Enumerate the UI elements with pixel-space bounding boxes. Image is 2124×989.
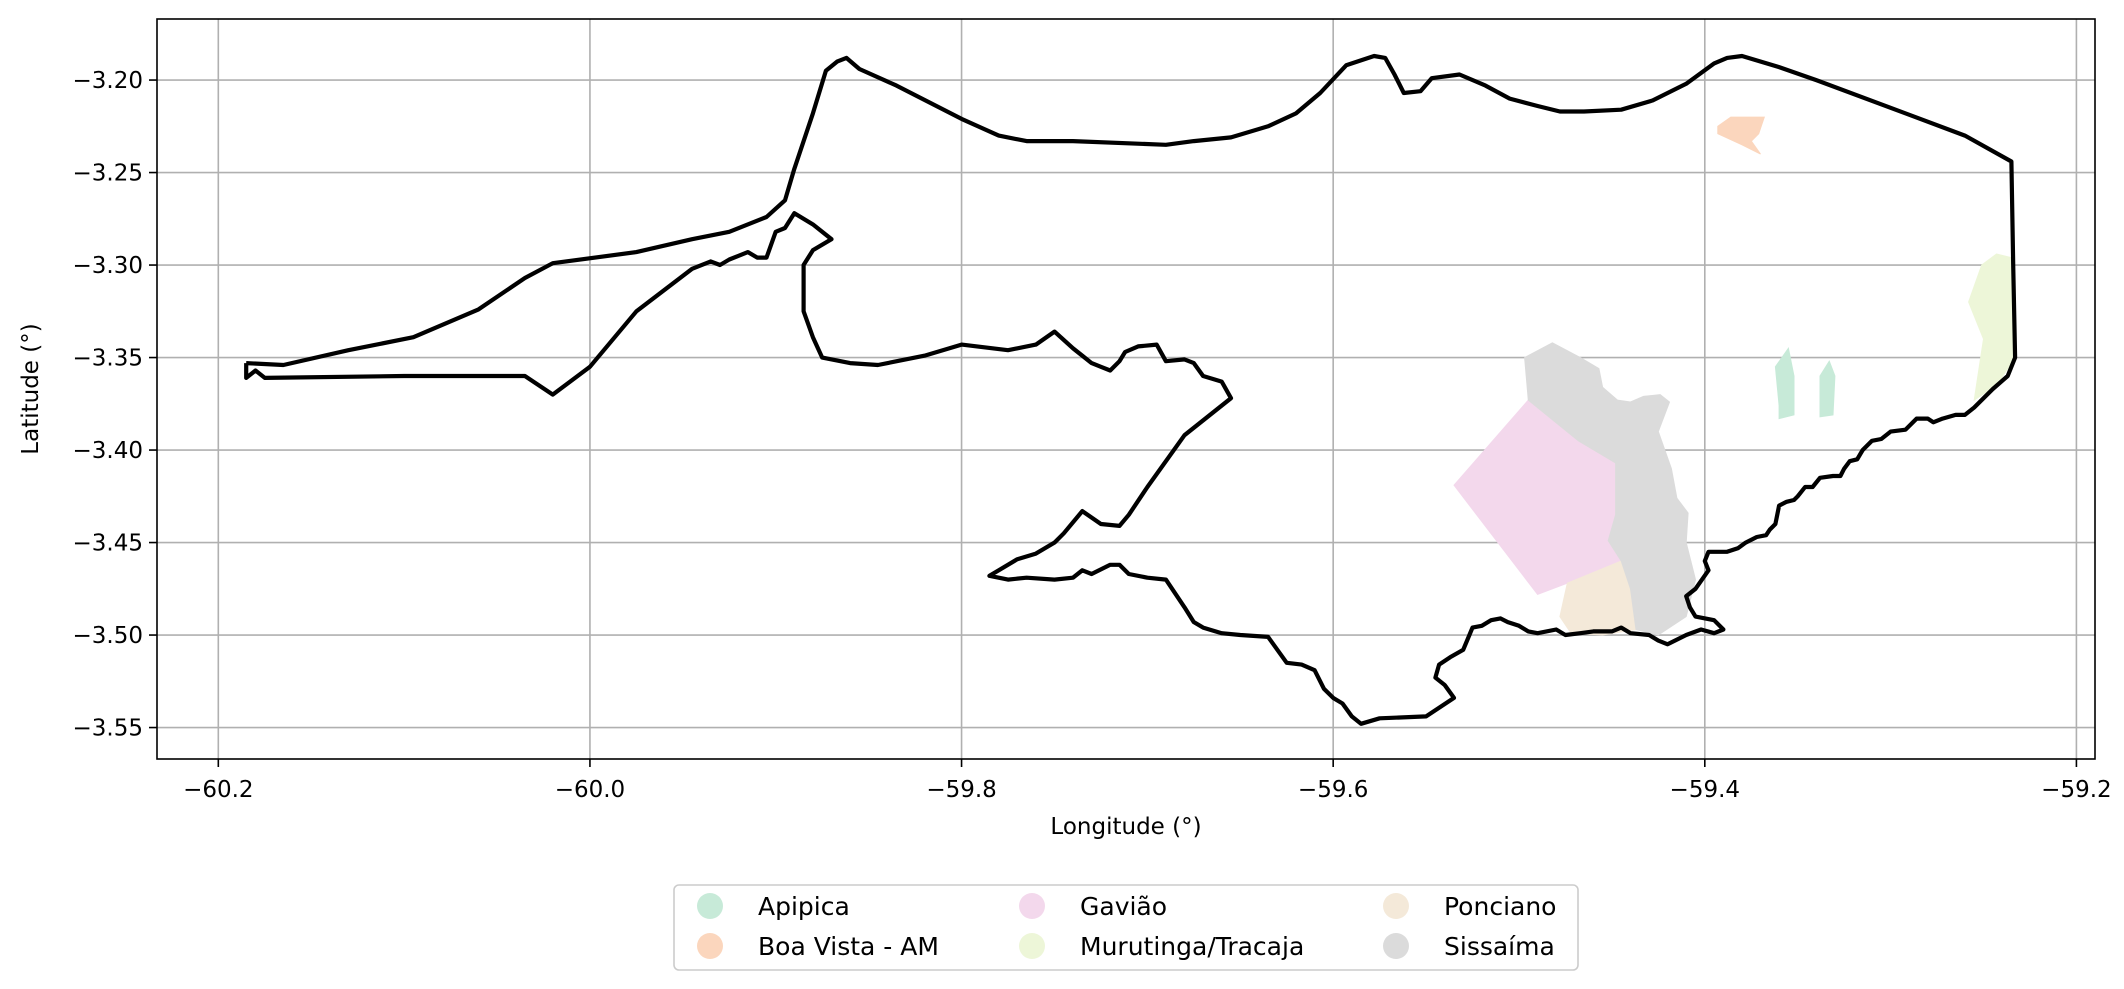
x-tick-label: −60.0	[555, 777, 625, 803]
legend-frame	[673, 884, 1579, 971]
grid-lines	[157, 19, 2095, 759]
legend-marker-apipica	[697, 893, 723, 919]
legend-marker-boa-vista-am	[697, 933, 723, 959]
legend-marker-murutinga-tracaja	[1019, 933, 1045, 959]
x-tick-label: −60.2	[183, 777, 253, 803]
x-tick-label: −59.4	[1670, 777, 1740, 803]
legend-marker-sissaima	[1383, 933, 1409, 959]
legend-label-gaviao: Gavião	[1080, 892, 1167, 921]
axes-frame	[156, 18, 2096, 760]
x-tick-label: −59.2	[2041, 777, 2111, 803]
y-tick-label: −3.35	[73, 346, 143, 372]
x-tick-label: −59.8	[926, 777, 996, 803]
x-axis-ticks: −60.2 −60.0 −59.8 −59.6 −59.4 −59.2	[183, 759, 2112, 803]
region-polygons	[1453, 116, 2016, 636]
legend: Apipica Boa Vista - AM Gavião Murutinga/Tra…	[673, 884, 1579, 971]
y-axis-ticks: −3.20 −3.25 −3.30 −3.35 −3.40 −3.45 −3.50 −3.55	[73, 68, 157, 742]
x-tick-label: −59.6	[1298, 777, 1368, 803]
legend-label-ponciano: Ponciano	[1444, 892, 1556, 921]
region-apipica	[1774, 347, 1795, 420]
region-sissaima	[1524, 342, 1697, 636]
region-boa-vista-am	[1717, 116, 1765, 155]
legend-marker-ponciano	[1383, 893, 1409, 919]
legend-label-sissaima: Sissaíma	[1444, 932, 1555, 961]
y-tick-label: −3.55	[73, 716, 143, 742]
y-tick-label: −3.20	[73, 68, 143, 94]
y-tick-label: −3.40	[73, 438, 143, 464]
y-tick-label: −3.45	[73, 531, 143, 557]
municipality-boundary	[244, 53, 2018, 726]
legend-label-apipica: Apipica	[758, 892, 850, 921]
y-tick-label: −3.50	[73, 623, 143, 649]
legend-marker-gaviao	[1019, 893, 1045, 919]
legend-label-murutinga-tracaja: Murutinga/Tracaja	[1080, 932, 1304, 961]
y-axis-label: Latitude (°)	[18, 323, 44, 454]
legend-label-boa-vista-am: Boa Vista - AM	[758, 932, 939, 961]
y-tick-label: −3.25	[73, 161, 143, 187]
x-axis-label: Longitude (°)	[1050, 814, 1201, 840]
boundary-outline	[244, 53, 2018, 726]
y-tick-label: −3.30	[73, 253, 143, 279]
legend-entries: Apipica Boa Vista - AM Gavião Murutinga/Tra…	[697, 892, 1556, 961]
region-apipica	[1819, 360, 1836, 418]
